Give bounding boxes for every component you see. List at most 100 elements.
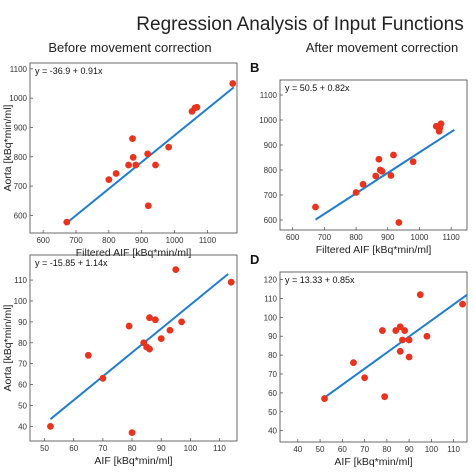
data-point	[423, 332, 431, 340]
data-point	[146, 345, 153, 353]
x-tick-label: 600	[36, 236, 50, 245]
data-point	[227, 278, 235, 286]
data-point	[144, 150, 152, 158]
x-tick-label: 40	[293, 445, 302, 454]
regression-line	[49, 273, 229, 420]
y-tick-label: 1100	[260, 91, 278, 100]
x-tick-label: 60	[69, 444, 78, 453]
data-point	[47, 422, 54, 430]
data-point	[144, 202, 152, 210]
y-axis-label: Aorta [kBq*min/ml]	[2, 104, 14, 191]
data-point	[166, 326, 174, 334]
data-point	[405, 353, 413, 361]
data-point	[132, 161, 140, 169]
y-tick-label: 700	[14, 182, 28, 191]
data-point	[165, 143, 173, 151]
chart-panel-d: 40 50 60 70 80 90 100 110 40 50 60 70 80 90 100 110 120 y…	[250, 252, 468, 468]
regression-equation: y = -15.85 + 1.14x	[35, 258, 108, 268]
data-point	[129, 153, 137, 161]
x-tick-label: 700	[318, 233, 332, 242]
data-point	[399, 336, 406, 344]
y-tick-label: 60	[268, 389, 277, 398]
y-tick-label: 800	[14, 153, 28, 162]
y-tick-label: 120	[264, 276, 278, 285]
x-tick-label: 90	[157, 444, 166, 453]
data-point	[84, 351, 92, 359]
x-tick-label: 600	[286, 233, 300, 242]
panel-label: D	[250, 252, 259, 267]
x-tick-label: 1100	[199, 236, 217, 245]
x-axis-label: AIF [kBq*min/ml]	[94, 455, 172, 467]
x-tick-label: 1000	[411, 233, 429, 242]
data-point	[392, 327, 400, 334]
figure-title: Regression Analysis of Input Functions	[136, 14, 463, 35]
y-tick-label: 40	[268, 427, 277, 436]
panel-label: B	[250, 60, 259, 75]
data-point	[401, 327, 409, 334]
data-point	[229, 80, 237, 87]
y-tick-label: 100	[264, 313, 278, 322]
y-tick-label: 70	[18, 360, 27, 369]
subtitle-before: Before movement correction	[48, 40, 211, 55]
y-tick-label: 80	[18, 339, 27, 348]
x-tick-label: 60	[338, 445, 347, 454]
data-point	[312, 203, 319, 211]
y-tick-label: 600	[264, 216, 278, 225]
plot-frame	[29, 254, 238, 442]
data-point	[128, 429, 136, 437]
x-tick-label: 90	[405, 445, 414, 454]
regression-equation: y = 50.5 + 0.82x	[285, 83, 350, 93]
y-tick-label: 70	[268, 370, 277, 379]
x-axis-label: AIF [kBq*min/ml]	[334, 456, 412, 468]
data-point	[63, 218, 71, 226]
data-point	[125, 161, 132, 169]
data-point	[125, 322, 133, 330]
x-tick-label: 1000	[166, 236, 184, 245]
y-tick-label: 60	[18, 381, 27, 390]
data-point	[396, 323, 404, 331]
x-tick-label: 70	[98, 444, 107, 453]
y-tick-label: 800	[264, 166, 278, 175]
y-tick-label: 40	[18, 422, 27, 431]
regression-equation: y = -36.9 + 0.91x	[35, 66, 103, 76]
y-tick-label: 1000	[9, 94, 27, 103]
data-point	[151, 316, 159, 324]
data-point	[372, 172, 380, 180]
data-point	[146, 314, 153, 322]
y-tick-label: 110	[14, 276, 27, 285]
y-tick-label: 1100	[10, 65, 28, 74]
y-tick-label: 90	[18, 318, 27, 327]
x-tick-label: 80	[382, 445, 391, 454]
data-point	[172, 266, 180, 274]
x-tick-label: 80	[128, 444, 137, 453]
data-point	[129, 135, 136, 143]
data-point	[359, 180, 367, 188]
data-point	[409, 158, 417, 166]
y-tick-label: 600	[14, 211, 28, 220]
x-tick-label: 70	[360, 445, 369, 454]
data-point	[350, 359, 357, 367]
x-axis-label: Filtered AIF [kBq*min/ml]	[76, 247, 192, 259]
data-point	[152, 161, 159, 169]
chart-panel-a: 600 700 800 900 1000 1100 600 700 800 900 1000 1100…	[2, 62, 238, 259]
data-point	[390, 151, 397, 159]
data-point	[352, 189, 360, 196]
y-tick-label: 50	[268, 408, 277, 417]
subtitle-after: After movement correction	[306, 40, 458, 55]
y-tick-label: 900	[264, 141, 278, 150]
plot-frame	[279, 271, 468, 443]
x-tick-label: 700	[69, 236, 83, 245]
data-point	[375, 155, 383, 163]
data-point	[321, 395, 328, 402]
x-tick-label: 100	[184, 444, 198, 453]
data-point	[99, 374, 107, 382]
data-point	[178, 318, 186, 326]
x-axis-label: Filtered AIF [kBq*min/ml]	[316, 244, 432, 256]
data-point	[405, 336, 413, 344]
y-tick-label: 110	[264, 294, 277, 303]
data-point	[361, 374, 368, 382]
x-tick-label: 50	[40, 444, 49, 453]
data-point	[381, 393, 389, 401]
data-point	[157, 335, 165, 342]
plot-frame	[29, 62, 238, 234]
